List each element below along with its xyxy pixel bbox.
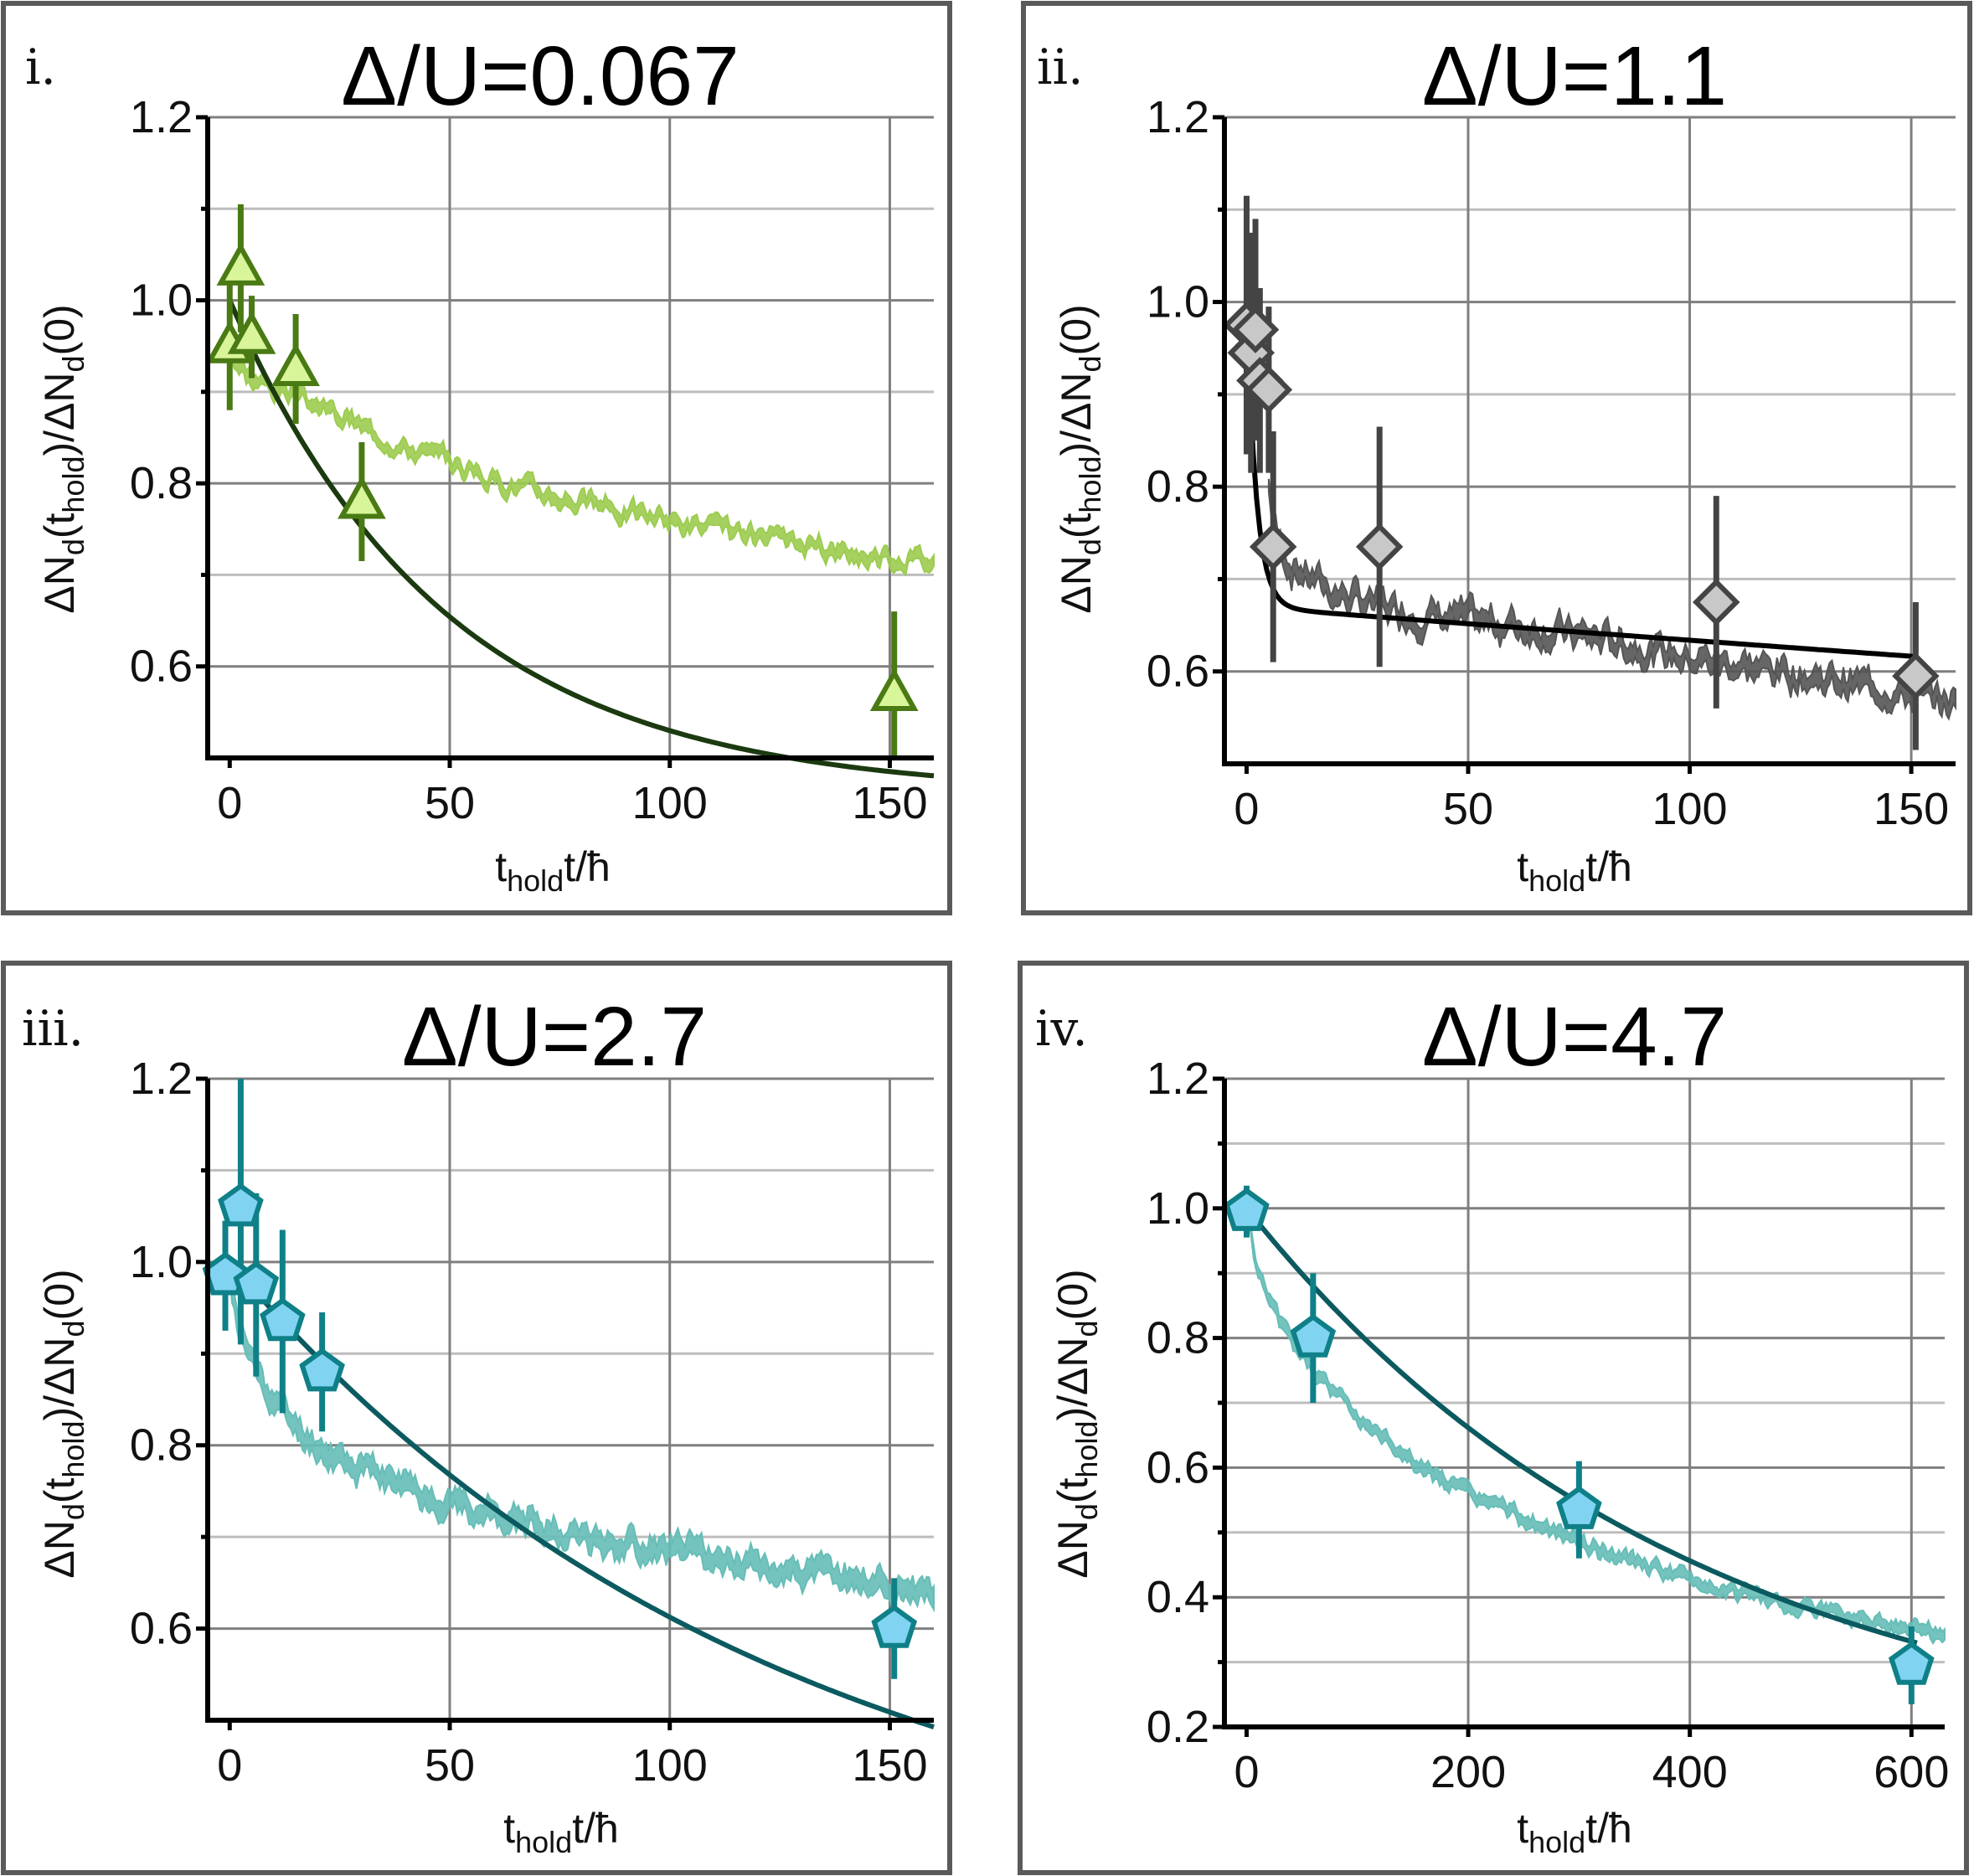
panel-iv-x-axis-title: tholdt/ħ — [1517, 1805, 1632, 1859]
panel-ii-y-tick-label-2: 1.0 — [1147, 277, 1209, 327]
panel-i: i. Δ/U=0.067 0.6 0.8 1.0 1.2 0 50 100 150 ΔNd(t… — [1, 1, 952, 915]
panel-i-plot-area: 0.6 0.8 1.0 1.2 0 50 100 150 — [130, 92, 935, 828]
panel-iii-x-tick-label-1: 50 — [425, 1740, 475, 1791]
panel-iii-x-tick-label-2: 100 — [632, 1740, 708, 1791]
panel-i-y-tick-label-0: 0.6 — [130, 642, 193, 692]
panel-iv-title: Δ/U=4.7 — [1422, 990, 1727, 1084]
panel-iii-x-axis-title: tholdt/ħ — [503, 1805, 619, 1859]
panel-iv-data-point-1 — [1290, 1313, 1337, 1358]
panel-i-data-point-1 — [216, 242, 265, 286]
panel-iv-x-tick-label-0: 0 — [1234, 1747, 1259, 1797]
panel-ii-data-point-4 — [1245, 366, 1293, 414]
panel-ii-y-axis-title: ΔNd(thold)/ΔNd(0) — [1053, 304, 1107, 613]
panel-iv-data-point-0 — [1224, 1187, 1270, 1231]
panel-ii-data-point-7 — [1693, 578, 1740, 626]
panel-iv-y-axis-title: ΔNd(thold)/ΔNd(0) — [1049, 1269, 1104, 1578]
panel-i-title: Δ/U=0.067 — [341, 29, 739, 123]
panel-ii-data-point-8 — [1892, 652, 1940, 700]
panel-ii-data-point-6 — [1355, 523, 1404, 571]
panel-i-y-tick-label-1: 0.8 — [130, 458, 193, 508]
panel-i-y-tick-label-3: 1.2 — [130, 92, 193, 142]
panel-ii-data-point-5 — [1249, 523, 1297, 571]
panel-ii-simulation-band — [1267, 478, 1956, 721]
panel-iv-y-tick-label-1: 0.4 — [1147, 1572, 1209, 1622]
panel-ii-title: Δ/U=1.1 — [1422, 29, 1727, 123]
panel-iv-x-tick-label-1: 200 — [1430, 1747, 1506, 1797]
panel-iv: iv. Δ/U=4.7 0.2 0.4 0.6 0.8 1.0 1.2 0 200 400 600… — [1018, 961, 1969, 1875]
panel-iv-y-tick-label-5: 1.2 — [1147, 1054, 1209, 1104]
panel-ii-y-tick-label-0: 0.6 — [1147, 647, 1209, 697]
panel-iv-x-tick-label-3: 600 — [1873, 1747, 1949, 1797]
panel-i-data-point-5 — [869, 667, 919, 711]
panel-i-x-tick-label-2: 100 — [632, 778, 708, 828]
panel-iii-y-axis-title: ΔNd(thold)/ΔNd(0) — [36, 1269, 90, 1578]
panel-iv-simulation-band — [1245, 1198, 1946, 1646]
panel-iii-y-tick-label-3: 1.2 — [130, 1054, 193, 1104]
panel-iii-data-point-5 — [871, 1604, 918, 1648]
panel-i-x-tick-label-3: 150 — [852, 778, 927, 828]
panel-iii: iii. Δ/U=2.7 0.6 0.8 1.0 1.2 0 50 100 150 ΔNd(t… — [1, 961, 952, 1875]
panel-iii-data-point-2 — [233, 1260, 280, 1305]
panel-ii-plot-area: 0.6 0.8 1.0 1.2 0 50 100 150 — [1147, 92, 1956, 834]
panel-i-frame — [1, 1, 952, 915]
panel-ii-x-axis-title: tholdt/ħ — [1517, 843, 1632, 898]
panel-i-y-axis-title: ΔNd(thold)/ΔNd(0) — [36, 304, 90, 613]
panel-ii-data-point-2 — [1231, 306, 1280, 353]
panel-ii-y-tick-label-1: 0.8 — [1147, 461, 1209, 512]
panel-iv-data-point-3 — [1888, 1641, 1935, 1685]
panel-iii-y-tick-label-0: 0.6 — [130, 1604, 193, 1654]
panel-iv-x-tick-label-2: 400 — [1652, 1747, 1728, 1797]
panel-ii-x-tick-label-3: 150 — [1873, 784, 1949, 834]
panel-iii-data-point-1 — [218, 1183, 264, 1227]
panel-iv-y-tick-label-3: 0.8 — [1147, 1313, 1209, 1363]
panel-iii-data-point-3 — [260, 1297, 306, 1342]
panel-ii: ii. Δ/U=1.1 0.6 0.8 1.0 1.2 0 50 100 150 ΔNd(th… — [1021, 1, 1972, 915]
panel-iii-y-tick-label-1: 0.8 — [130, 1420, 193, 1471]
panel-iv-plot-area: 0.2 0.4 0.6 0.8 1.0 1.2 0 200 400 600 — [1147, 1054, 1949, 1797]
panel-iii-fit-curve — [228, 1260, 935, 1729]
panel-iv-data-point-2 — [1556, 1485, 1602, 1529]
panel-iv-y-tick-label-0: 0.2 — [1147, 1702, 1209, 1752]
panel-iii-x-tick-label-0: 0 — [217, 1740, 242, 1791]
panel-i-simulation-band — [229, 343, 935, 577]
panel-i-x-tick-label-0: 0 — [217, 778, 242, 828]
panel-iv-label: iv. — [1035, 1000, 1088, 1057]
panel-iii-title: Δ/U=2.7 — [402, 990, 707, 1084]
panel-iii-data-point-4 — [299, 1348, 345, 1392]
panel-ii-x-tick-label-0: 0 — [1234, 784, 1259, 834]
panel-ii-y-tick-label-3: 1.2 — [1147, 92, 1209, 142]
panel-ii-x-tick-label-2: 100 — [1652, 784, 1727, 834]
panel-iii-label: iii. — [22, 1000, 84, 1057]
panel-i-data-point-3 — [271, 343, 320, 387]
panel-i-x-axis-title: tholdt/ħ — [495, 843, 611, 898]
panel-iii-y-tick-label-2: 1.0 — [130, 1237, 193, 1287]
panel-ii-label: ii. — [1037, 39, 1084, 95]
panel-iii-plot-area: 0.6 0.8 1.0 1.2 0 50 100 150 — [130, 1054, 935, 1791]
panel-ii-fit-curve — [1244, 302, 1916, 659]
panel-iii-x-tick-label-3: 150 — [852, 1740, 927, 1791]
panel-i-data-point-2 — [227, 311, 276, 354]
panel-i-data-point-4 — [338, 475, 386, 519]
panel-iv-frame — [1018, 961, 1969, 1875]
panel-i-x-tick-label-1: 50 — [425, 778, 475, 828]
panel-iv-y-tick-label-4: 1.0 — [1147, 1183, 1209, 1234]
panel-ii-x-tick-label-1: 50 — [1443, 784, 1493, 834]
panel-i-label: i. — [25, 39, 56, 95]
panel-i-y-tick-label-2: 1.0 — [130, 276, 193, 326]
panel-iv-y-tick-label-2: 0.6 — [1147, 1442, 1209, 1492]
